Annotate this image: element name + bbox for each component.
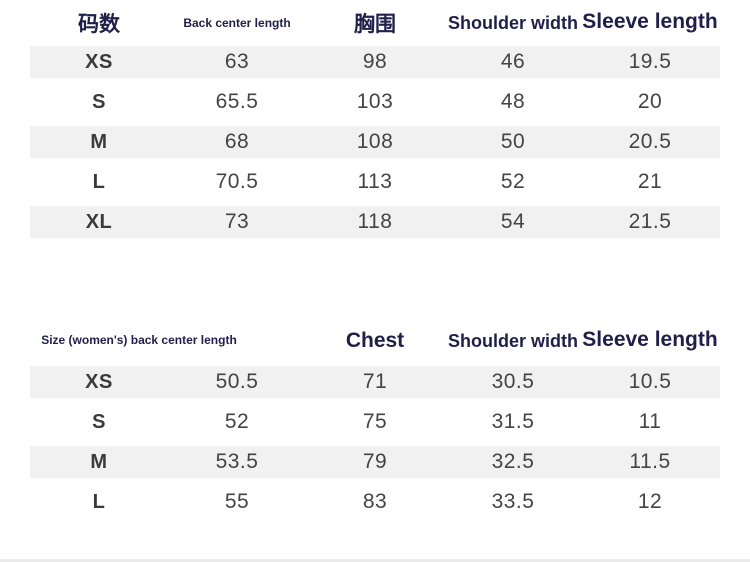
table-cell: 20.5 (628, 130, 672, 153)
header-size: 码数 (78, 13, 120, 36)
table-cell: 52 (500, 170, 526, 193)
table-cell: 11.5 (629, 450, 671, 473)
size-table-2: Size (women's) back center length Chest … (30, 320, 720, 526)
table-cell: 68 (224, 130, 250, 153)
header-shoulder-width: Shoulder width (448, 331, 578, 351)
table-cell: 20 (637, 90, 663, 113)
table-cell: 32.5 (491, 450, 535, 473)
table-row: L 70.5 113 52 21 (30, 166, 720, 198)
header-chest: Chest (345, 329, 405, 352)
table-cell: 73 (224, 210, 250, 233)
table-cell: 12 (637, 490, 663, 513)
table-cell: 113 (357, 170, 393, 193)
table-cell: 10.5 (628, 370, 672, 393)
table-cell: 21 (637, 170, 663, 193)
table-cell: 65.5 (215, 90, 259, 113)
size-cell: S (92, 91, 106, 113)
size-cell: XS (85, 51, 113, 73)
table-row: S 52 75 31.5 11 (30, 406, 720, 438)
size-cell: XL (85, 211, 113, 233)
size-table-1: 码数 Back center length 胸围 Shoulder width … (30, 0, 720, 246)
table-cell: 52 (224, 410, 250, 433)
table-cell: 63 (224, 50, 250, 73)
table-cell: 54 (500, 210, 526, 233)
size-cell: M (90, 451, 108, 473)
table-cell: 21.5 (628, 210, 672, 233)
table-row: XS 50.5 71 30.5 10.5 (30, 366, 720, 398)
size-cell: L (92, 491, 106, 513)
table-row: XL 73 118 54 21.5 (30, 206, 720, 238)
table-row: M 53.5 79 32.5 11.5 (30, 446, 720, 478)
size-cell: S (92, 411, 106, 433)
table-cell: 108 (356, 130, 394, 153)
table-cell: 55 (224, 490, 250, 513)
size-cell: L (92, 171, 106, 193)
table-cell: 71 (362, 370, 388, 393)
table-row: L 55 83 33.5 12 (30, 486, 720, 518)
header-sleeve-length: Sleeve length (582, 328, 718, 351)
table-cell: 98 (362, 50, 388, 73)
size-cell: M (90, 131, 108, 153)
table-cell: 31.5 (491, 410, 535, 433)
header-chest: 胸围 (354, 13, 396, 36)
table-cell: 50.5 (215, 370, 259, 393)
table-cell: 19.5 (628, 50, 672, 73)
table-cell: 75 (362, 410, 388, 433)
header-sleeve-length: Sleeve length (582, 10, 718, 33)
table-cell: 30.5 (491, 370, 535, 393)
size-cell: XS (85, 371, 113, 393)
table-cell: 53.5 (215, 450, 259, 473)
table-row: S 65.5 103 48 20 (30, 86, 720, 118)
table-cell: 33.5 (491, 490, 535, 513)
table-header: 码数 Back center length 胸围 Shoulder width … (30, 0, 720, 46)
table-row: XS 63 98 46 19.5 (30, 46, 720, 78)
table-cell: 70.5 (215, 170, 259, 193)
table-cell: 79 (362, 450, 388, 473)
table-row: M 68 108 50 20.5 (30, 126, 720, 158)
table-cell: 118 (357, 210, 393, 233)
table-cell: 48 (500, 90, 526, 113)
table-cell: 46 (500, 50, 526, 73)
table-cell: 11 (638, 410, 662, 433)
header-size-womens-back-center-length: Size (women's) back center length (41, 333, 237, 347)
table-cell: 83 (362, 490, 388, 513)
table-cell: 50 (500, 130, 526, 153)
table-header: Size (women's) back center length Chest … (30, 320, 720, 366)
header-back-center-length: Back center length (183, 16, 291, 30)
table-cell: 103 (356, 90, 394, 113)
bottom-divider (0, 559, 750, 562)
header-shoulder-width: Shoulder width (448, 13, 578, 33)
